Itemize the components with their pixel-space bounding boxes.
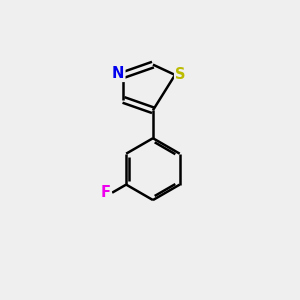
Text: S: S <box>175 68 186 82</box>
Text: N: N <box>112 66 124 81</box>
Text: F: F <box>101 185 111 200</box>
